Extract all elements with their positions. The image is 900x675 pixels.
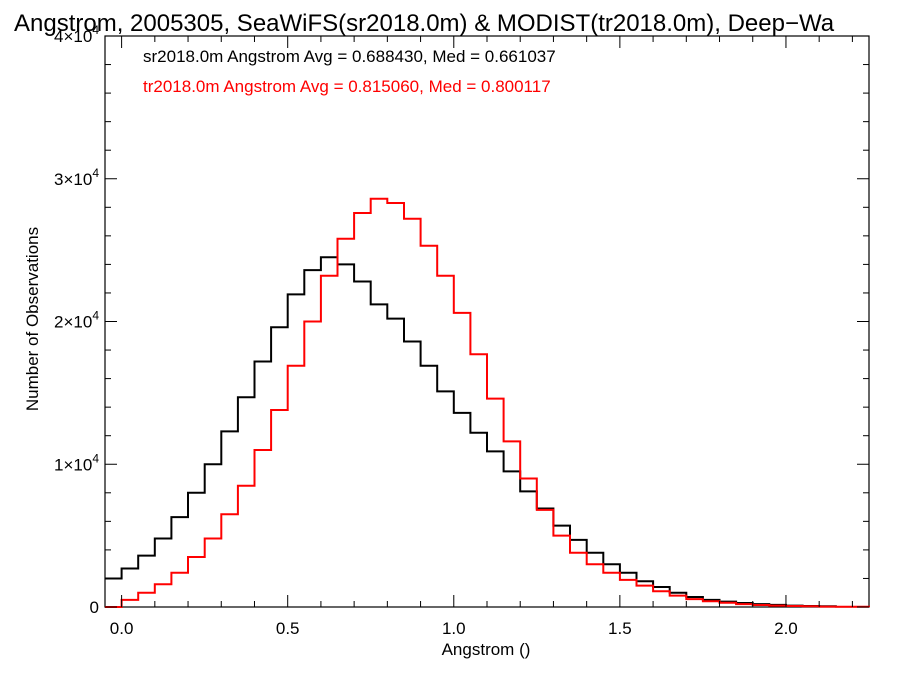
- x-tick-label-0: 0.0: [110, 619, 134, 638]
- chart-title: Angstrom, 2005305, SeaWiFS(sr2018.0m) & …: [14, 10, 835, 37]
- y-tick-label-4: 4×104: [54, 23, 99, 46]
- plot-frame: [104, 35, 870, 608]
- ticks-layer: 0.0 0.5 1.0 1.5 2.0 0 1×104 2×104 3×104 4×104: [54, 23, 869, 638]
- x-tick-label-4: 2.0: [774, 619, 798, 638]
- x-tick-label-3: 1.5: [608, 619, 632, 638]
- x-axis-label: Angstrom (): [442, 640, 531, 659]
- series-layer: [105, 197, 870, 608]
- legend-entry-0: sr2018.0m Angstrom Avg = 0.688430, Med =…: [143, 47, 556, 66]
- y-axis-label: Number of Observations: [23, 227, 42, 411]
- legend-entry-1: tr2018.0m Angstrom Avg = 0.815060, Med =…: [143, 77, 551, 96]
- y-tick-label-1: 1×104: [54, 451, 99, 474]
- y-tick-label-3: 3×104: [54, 166, 99, 189]
- plot-border: [104, 35, 870, 608]
- x-tick-label-2: 1.0: [442, 619, 466, 638]
- y-tick-label-2: 2×104: [54, 309, 99, 332]
- series-line-sr2018.0m: [105, 256, 837, 608]
- series-line-tr2018.0m: [105, 197, 870, 608]
- y-tick-label-0: 0: [90, 598, 99, 617]
- x-tick-label-1: 0.5: [276, 619, 300, 638]
